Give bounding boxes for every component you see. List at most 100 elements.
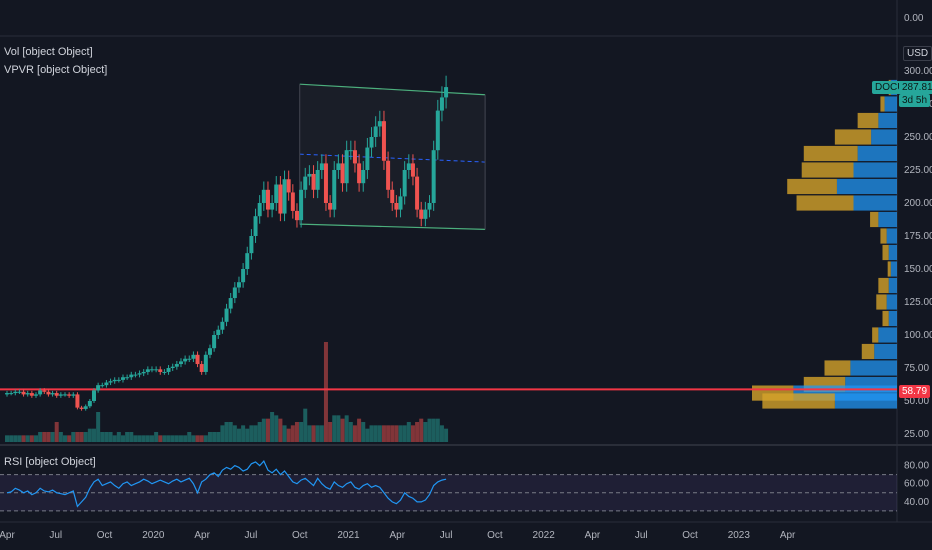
candle-body — [444, 87, 449, 98]
candle-body — [166, 368, 171, 372]
candle-body — [120, 377, 125, 380]
candle-body — [199, 364, 204, 372]
volume-bar — [195, 435, 200, 442]
candle-body — [17, 391, 22, 393]
volume-bar — [232, 425, 237, 442]
vpvr-down-bar — [876, 294, 887, 310]
time-tick-label: Apr — [585, 530, 601, 541]
price-tick-label: 225.00 — [904, 165, 932, 176]
volume-bar — [294, 422, 299, 442]
volume-bar — [427, 418, 432, 442]
candle-body — [261, 189, 266, 203]
candle-body — [187, 358, 192, 360]
rsi-line — [6, 459, 447, 508]
time-tick-label: Apr — [390, 530, 406, 541]
vpvr-up-bar — [853, 195, 897, 211]
volume-bar — [54, 422, 59, 442]
time-tick-label: Oct — [682, 530, 698, 541]
candle-body — [340, 163, 345, 184]
countdown-badge: 3d 5h — [899, 94, 931, 107]
volume-bar — [9, 435, 14, 442]
volume-bar — [91, 428, 96, 442]
volume-bar — [83, 432, 88, 442]
candle-body — [112, 379, 117, 382]
candle-body — [390, 189, 395, 203]
candle-body — [174, 364, 179, 367]
volume-bar — [261, 418, 266, 442]
candle-body — [323, 163, 328, 203]
candle-body — [282, 179, 287, 214]
candle-body — [54, 393, 59, 396]
candle-body — [307, 173, 312, 177]
price-tick-label: 150.00 — [904, 264, 932, 275]
vpvr-down-bar — [787, 178, 837, 195]
volume-bar — [303, 408, 308, 442]
candle-body — [216, 329, 221, 335]
volume-bar — [137, 435, 142, 442]
candle-body — [294, 210, 299, 221]
candle-body — [381, 121, 386, 161]
time-tick-label: Apr — [0, 530, 15, 541]
rsi-indicator-label[interactable]: RSI [object Object] — [4, 456, 96, 468]
rsi-tick-label: 40.00 — [904, 497, 929, 508]
price-tick-label: 175.00 — [904, 231, 932, 242]
vpvr-down-bar — [882, 244, 889, 261]
volume-bar — [199, 435, 204, 442]
candle-body — [348, 150, 353, 152]
candle-body — [394, 203, 399, 210]
time-tick-label: 2022 — [533, 530, 556, 541]
candle-body — [71, 394, 76, 396]
candle-body — [133, 374, 138, 376]
volume-bar — [365, 428, 370, 442]
volume-bar — [419, 418, 424, 442]
price-tick-label: 100.00 — [904, 330, 932, 341]
volume-bar — [33, 435, 38, 442]
candle-body — [129, 374, 134, 378]
volume-bar — [332, 415, 337, 442]
volume-bar — [336, 415, 341, 442]
price-tick-label: 250.00 — [904, 132, 932, 143]
volume-bar — [174, 435, 179, 442]
candle-body — [158, 369, 163, 372]
vpvr-down-bar — [762, 393, 835, 409]
volume-bar — [386, 425, 391, 442]
currency-button[interactable]: USD — [903, 46, 932, 61]
last-price-badge: 287.81 — [899, 81, 932, 94]
candle-body — [33, 394, 38, 396]
candle-body — [303, 176, 308, 190]
vpvr-up-bar — [850, 360, 897, 376]
vpvr-indicator-label[interactable]: VPVR [object Object] — [4, 64, 108, 76]
volume-bar — [158, 435, 163, 442]
vpvr-down-bar — [880, 228, 887, 244]
vol-indicator-label[interactable]: Vol [object Object] — [4, 46, 93, 58]
vpvr-up-bar — [886, 228, 897, 244]
candle-body — [319, 163, 324, 170]
price-tick-label: 25.00 — [904, 429, 929, 440]
volume-bar — [311, 425, 316, 442]
volume-bar — [228, 422, 233, 442]
volume-bar — [21, 435, 26, 442]
candle-body — [415, 176, 420, 210]
price-tick-label: 75.00 — [904, 363, 929, 374]
volume-bar — [13, 435, 18, 442]
candle-body — [232, 287, 237, 299]
candle-body — [431, 150, 436, 203]
candle-body — [191, 354, 196, 359]
volume-bar — [207, 432, 212, 442]
volume-bar — [38, 432, 43, 442]
vpvr-up-bar — [884, 96, 897, 112]
vpvr-down-bar — [857, 112, 879, 129]
candle-body — [100, 385, 105, 387]
time-tick-label: Oct — [292, 530, 308, 541]
volume-bar — [357, 418, 362, 442]
volume-bar — [178, 435, 183, 442]
volume-bar — [390, 425, 395, 442]
vpvr-up-bar — [878, 327, 897, 343]
symbol-badge: DOCU — [872, 81, 908, 94]
vpvr-up-bar — [878, 211, 897, 228]
candle-body — [145, 369, 150, 372]
candle-body — [257, 203, 262, 217]
candle-body — [286, 179, 291, 193]
volume-bar — [100, 432, 105, 442]
